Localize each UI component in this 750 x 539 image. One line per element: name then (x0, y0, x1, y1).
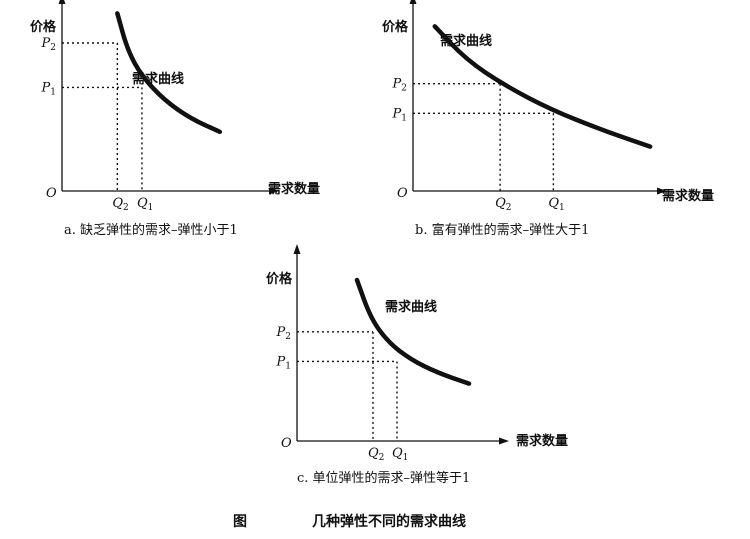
y-axis-arrow (409, 0, 417, 4)
tick-label-Q1: Q1 (137, 196, 153, 213)
panel-caption: a. 缺乏弹性的需求–弹性小于1 (64, 222, 238, 238)
tick-label-Q2: Q2 (112, 196, 128, 213)
x-axis-label: 需求数量 (268, 181, 320, 197)
figure-title: 几种弹性不同的需求曲线 (312, 513, 466, 530)
tick-label-P2: P2 (276, 325, 291, 342)
y-axis-label: 价格 (30, 19, 57, 35)
tick-label-Q1: Q1 (392, 446, 408, 463)
curve-label: 需求曲线 (132, 71, 184, 87)
tick-label-Q2: Q2 (368, 446, 384, 463)
panel-caption: b. 富有弹性的需求–弹性大于1 (415, 222, 589, 238)
curve-label: 需求曲线 (385, 299, 437, 315)
x-axis-arrow (269, 187, 279, 195)
y-axis-label: 价格 (266, 271, 293, 287)
origin-label: O (46, 186, 57, 201)
x-axis-arrow (657, 187, 667, 195)
tick-label-P1: P1 (276, 354, 291, 371)
tick-label-Q2: Q2 (495, 196, 511, 213)
demand-curve (354, 277, 472, 386)
demand-curve (432, 24, 653, 149)
x-axis-label: 需求数量 (662, 188, 714, 204)
tick-label-P1: P1 (392, 106, 407, 123)
tick-label-P2: P2 (41, 36, 56, 53)
y-axis-arrow (58, 0, 66, 4)
tick-label-P2: P2 (392, 77, 407, 94)
y-axis-arrow (293, 244, 301, 254)
y-axis-label: 价格 (382, 19, 409, 35)
demand-curve (115, 11, 223, 135)
origin-label: O (281, 436, 292, 451)
panel-caption: c. 单位弹性的需求–弹性等于1 (297, 470, 470, 486)
curve-label: 需求曲线 (440, 33, 492, 49)
figure-label: 图 (233, 514, 247, 530)
x-axis-arrow (499, 437, 509, 445)
x-axis-label: 需求数量 (516, 433, 568, 449)
origin-label: O (397, 186, 408, 201)
tick-label-Q1: Q1 (548, 196, 564, 213)
tick-label-P1: P1 (41, 80, 56, 97)
